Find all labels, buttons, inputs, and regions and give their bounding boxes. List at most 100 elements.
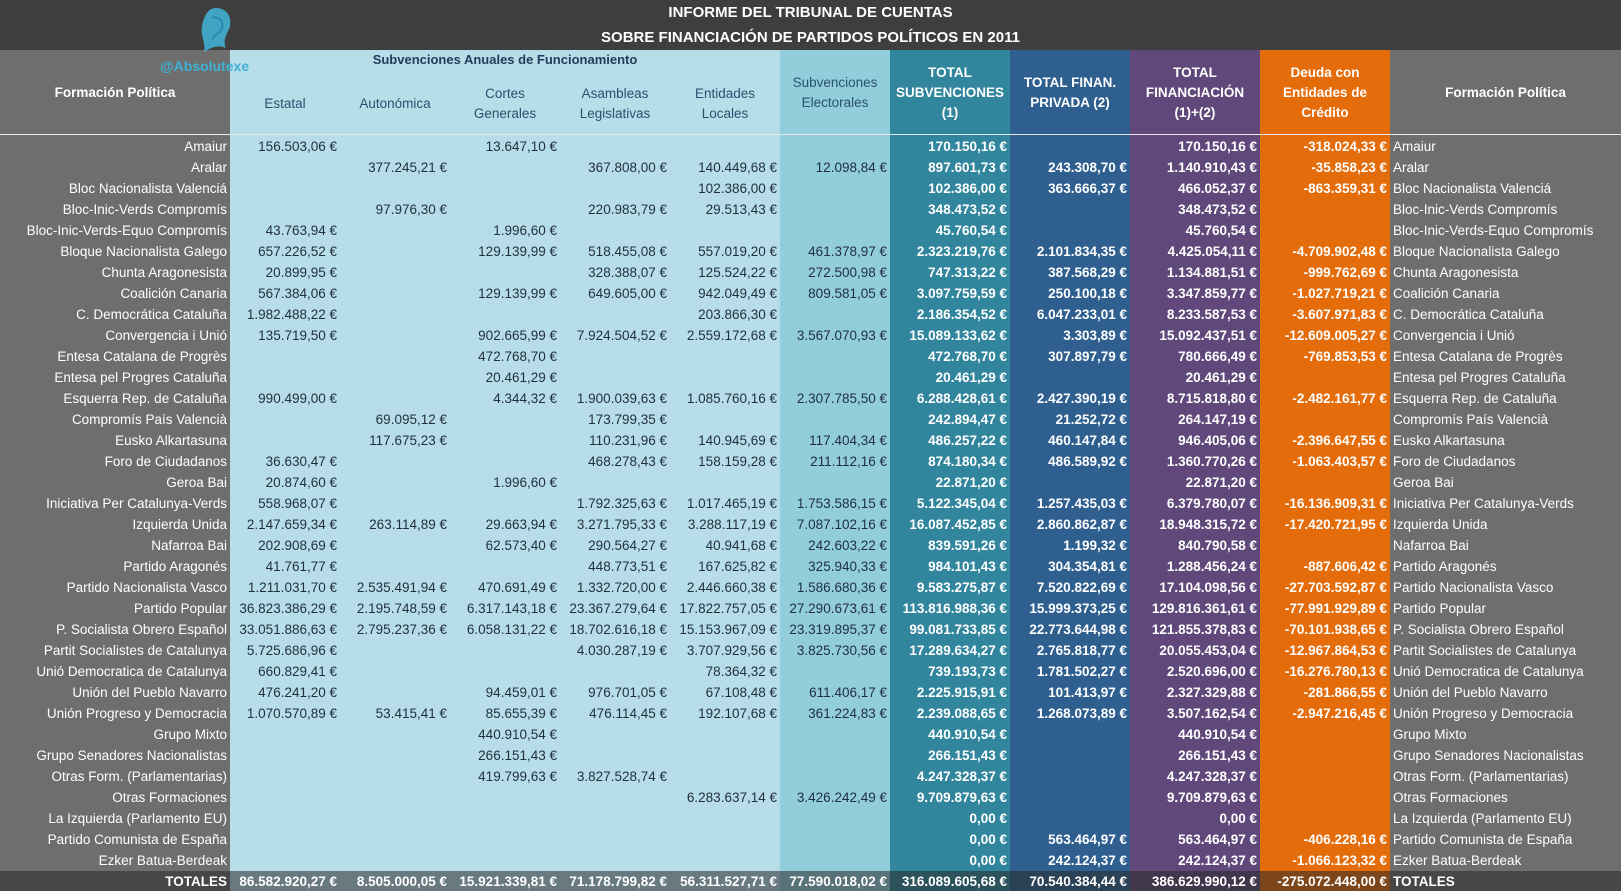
cell-cortes: 85.655,39 € [485,706,557,721]
cell-cortes [450,787,560,808]
column-header-locales: Entidades Locales [694,85,756,121]
cell-deuda [1260,808,1390,829]
table-row: Izquierda Unida 2.147.659,34 € 263.114,89 … [0,514,1621,535]
cell-total_fin: 3.507.162,54 € [1166,706,1257,721]
cell-total_sub: 874.180,34 € [928,454,1007,469]
cell-privada: 486.589,92 € [1048,454,1127,469]
cell-locales: 140.945,69 € [698,433,777,448]
cell-autonomica: 377.245,21 € [368,160,447,175]
cell-total_fin: 242.124,37 € [1178,853,1257,868]
column-bg-privada [1010,50,1130,891]
cell-name: Iniciativa Per Catalunya-Verds [46,496,227,511]
cell-estatal [230,808,340,829]
cell-cortes [450,556,560,577]
table-row: Compromís País Valencià 69.095,12 € 173.79… [0,409,1621,430]
cell-estatal: 20.899,95 € [265,265,337,280]
cell-name2: Otras Formaciones [1393,790,1508,805]
cell-total_fin: 8.233.587,53 € [1166,307,1257,322]
cell-name2: Entesa pel Progres Cataluña [1393,370,1566,385]
cell-cortes [450,199,560,220]
cell-privada [1010,367,1130,388]
cell-deuda [1260,787,1390,808]
cell-deuda: -16.276.780,13 € [1284,664,1387,679]
cell-cortes [450,262,560,283]
cell-total_fin: 780.666,49 € [1178,349,1257,364]
cell-asambleas [560,304,670,325]
table-row: Unión del Pueblo Navarro 476.241,20 € 94.4… [0,682,1621,703]
cell-estatal: 476.241,20 € [258,685,337,700]
cell-cortes: 62.573,40 € [485,538,557,553]
cell-asambleas [560,178,670,199]
cell-name2: Eusko Alkartasuna [1393,433,1505,448]
cell-autonomica [340,640,450,661]
watermark-handle: @Absolutexe [160,58,250,74]
cell-electorales [780,220,890,241]
cell-total_fin: 0,00 € [1219,811,1257,826]
cell-name2: Grupo Mixto [1393,727,1467,742]
cell-deuda: -12.609.005,27 € [1284,328,1387,343]
cell-name: Bloc-Inic-Verds-Equo Compromís [26,223,227,238]
cell-locales: 1.017.465,19 € [686,496,777,511]
cell-cortes: 129.139,99 € [478,286,557,301]
cell-total_fin: 264.147,19 € [1178,412,1257,427]
cell-electorales: 809.581,05 € [808,286,887,301]
cell-total_fin: 15.092.437,51 € [1159,328,1257,343]
cell-asambleas: 23.367.279,64 € [569,601,667,616]
cell-electorales [780,850,890,871]
cell-locales: 2.559.172,68 € [686,328,777,343]
cell-name2: Izquierda Unida [1393,517,1488,532]
cell-total_sub: 984.101,43 € [928,559,1007,574]
cell-name: P. Socialista Obrero Español [56,622,227,637]
cell-deuda: -2.482.161,77 € [1292,391,1387,406]
cell-cortes: 472.768,70 € [478,349,557,364]
table-row: Eusko Alkartasuna 117.675,23 € 110.231,96 … [0,430,1621,451]
cell-estatal: 657.226,52 € [258,244,337,259]
table-row: Bloc-Inic-Verds Compromís 97.976,30 € 220.… [0,199,1621,220]
column-header-cortes: Cortes Generales [473,85,537,121]
cell-electorales: 7.087.102,16 € [796,517,887,532]
cell-cortes: 266.151,43 € [478,748,557,763]
cell-locales: 29.513,43 € [705,202,777,217]
cell-privada: 363.666,37 € [1048,181,1127,196]
cell-total_sub: 316.089.605,68 € [901,874,1007,889]
cell-name: Grupo Senadores Nacionalistas [36,748,227,763]
cell-deuda: -281.866,55 € [1303,685,1387,700]
cell-total_sub: 5.122.345,04 € [916,496,1007,511]
cell-total_sub: 20.461,29 € [935,370,1007,385]
cell-autonomica [340,325,450,346]
cell-name: Bloc-Inic-Verds Compromís [62,202,227,217]
cell-locales [670,136,780,157]
cell-deuda: -769.853,53 € [1303,349,1387,364]
cell-estatal [230,157,340,178]
cell-cortes [450,304,560,325]
cell-asambleas: 173.799,35 € [588,412,667,427]
cell-electorales: 361.224,83 € [808,706,887,721]
cell-name: La Izquierda (Parlamento EU) [48,811,227,826]
cell-total_fin: 20.461,29 € [1185,370,1257,385]
table-row: Entesa pel Progres Cataluña 20.461,29 € 20… [0,367,1621,388]
table-row: Otras Form. (Parlamentarias) 419.799,63 €… [0,766,1621,787]
cell-estatal [230,346,340,367]
cell-total_fin: 20.055.453,04 € [1159,643,1257,658]
cell-electorales [780,661,890,682]
cell-name2: Otras Form. (Parlamentarias) [1393,769,1569,784]
cell-name: Eusko Alkartasuna [115,433,227,448]
cell-autonomica: 53.415,41 € [375,706,447,721]
cell-privada: 6.047.233,01 € [1036,307,1127,322]
cell-electorales [780,808,890,829]
cell-total_fin: 18.948.315,72 € [1159,517,1257,532]
cell-name: Partit Socialistes de Catalunya [43,643,227,658]
cell-locales: 15.153.967,09 € [679,622,777,637]
cell-name: Chunta Aragonesista [101,265,227,280]
cell-total_sub: 3.097.759,59 € [916,286,1007,301]
cell-total_fin: 1.140.910,43 € [1166,160,1257,175]
cell-name2: Ezker Batua-Berdeak [1393,853,1522,868]
cell-name2: Esquerra Rep. de Cataluña [1393,391,1557,406]
cell-total_fin: 466.052,37 € [1178,181,1257,196]
cell-privada [1010,220,1130,241]
report-title: INFORME DEL TRIBUNAL DE CUENTAS SOBRE FI… [0,0,1621,50]
cell-cortes: 20.461,29 € [485,370,557,385]
cell-locales [670,766,780,787]
cell-deuda: -16.136.909,31 € [1284,496,1387,511]
